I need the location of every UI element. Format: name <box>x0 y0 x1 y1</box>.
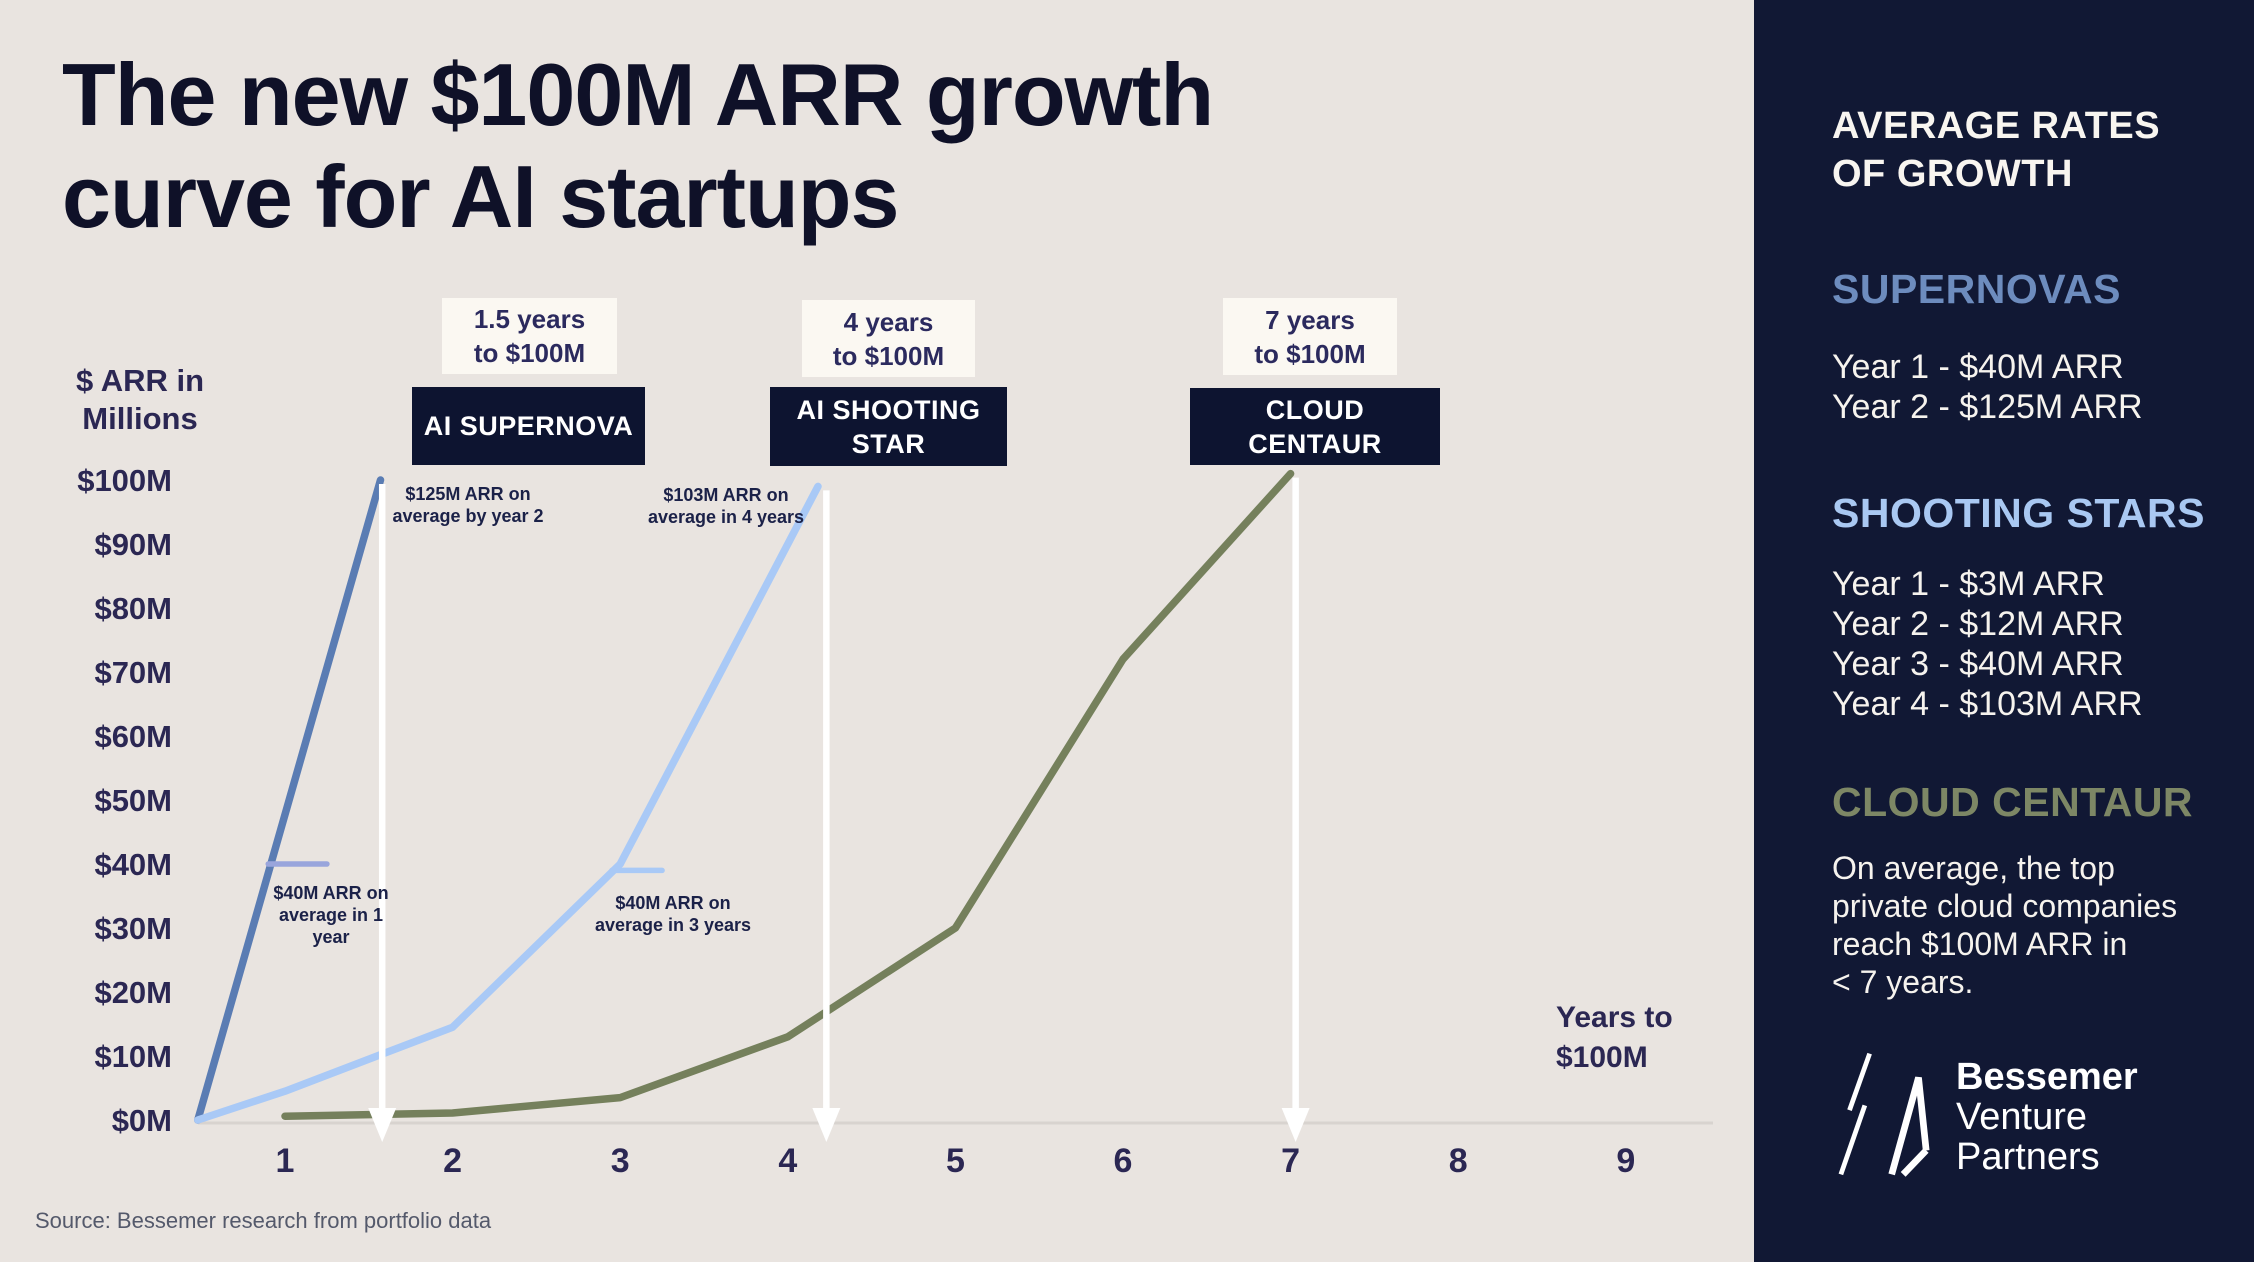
y-axis-tick-label: $70M <box>94 655 172 690</box>
annotation-supernova-year2: $125M ARR on average by year 2 <box>392 484 544 526</box>
y-axis-title: $ ARR in Millions <box>75 363 205 436</box>
x-axis-tick-label: 7 <box>1281 1142 1300 1180</box>
annotation-shooting-year3: $40M ARR on average in 3 years <box>594 893 752 935</box>
logo-line-2: Venture <box>1956 1095 2087 1138</box>
stat-line: Year 3 - $40M ARR <box>1832 645 2124 683</box>
y-axis-tick-label: $0M <box>112 1103 172 1138</box>
bessemer-logo-wordmark: Bessemer Venture Partners <box>1956 1057 2138 1177</box>
x-axis-tick-label: 3 <box>611 1142 630 1180</box>
cloud-centaur-name-callout: CLOUD CENTAUR <box>1190 388 1440 465</box>
section-title-shooting-stars: SHOOTING STARS <box>1832 490 2205 536</box>
x-axis-tick-label: 8 <box>1449 1142 1468 1180</box>
x-axis-tick-label: 5 <box>946 1142 965 1180</box>
cloud-centaur-time-callout: 7 years to $100M <box>1223 298 1397 375</box>
growth-chart-svg: $100M $90M $80M $70M $60M $50M $40M $30M $20M $10… <box>77 463 1713 1180</box>
supernova-time-callout: 1.5 years to $100M <box>442 298 617 374</box>
page-title: The new $100M ARR growth curve for AI st… <box>62 45 1214 246</box>
x-axis-tick-label: 2 <box>443 1142 462 1180</box>
supernovas-stats: Year 1 - $40M ARR Year 2 - $125M ARR <box>1832 347 2242 427</box>
series-line-ai-shooting-star <box>194 482 822 1124</box>
shooting-stars-stats: Year 1 - $3M ARR Year 2 - $12M ARR Year … <box>1832 564 2242 724</box>
y-axis-tick-label: $10M <box>94 1039 172 1074</box>
annotation-supernova-year1: $40M ARR on average in 1 year <box>273 883 389 947</box>
y-axis-tick-label: $80M <box>94 591 172 626</box>
y-axis-tick-label: $30M <box>94 911 172 946</box>
section-title-cloud-centaur: CLOUD CENTAUR <box>1832 779 2194 825</box>
drop-arrow-head <box>1281 1108 1310 1142</box>
bessemer-logo-icon <box>1838 1048 1930 1185</box>
panel-heading: AVERAGE RATES OF GROWTH <box>1832 105 2161 195</box>
average-rates-panel: AVERAGE RATES OF GROWTH SUPERNOVAS Year … <box>1754 0 2254 1262</box>
shooting-star-time-callout: 4 years to $100M <box>802 300 975 377</box>
annotation-shooting-year4: $103M ARR on average in 4 years <box>647 485 805 527</box>
y-axis-tick-label: $60M <box>94 719 172 754</box>
stat-line: Year 2 - $12M ARR <box>1832 605 2124 643</box>
x-axis-tick-label: 1 <box>276 1142 295 1180</box>
x-axis-tick-label: 6 <box>1114 1142 1133 1180</box>
x-axis-tick-label: 9 <box>1616 1142 1635 1180</box>
logo-line-3: Partners <box>1956 1135 2100 1178</box>
y-axis-tick-label: $100M <box>77 463 172 498</box>
source-attribution: Source: Bessemer research from portfolio… <box>35 1208 492 1233</box>
cloud-centaur-description: On average, the top private cloud compan… <box>1832 850 2178 1000</box>
x-axis-title: Years to $100M <box>1556 1001 1673 1074</box>
stat-line: Year 1 - $40M ARR <box>1832 348 2124 386</box>
shooting-star-name-callout: AI SHOOTING STAR <box>770 387 1007 466</box>
drop-arrow-head <box>368 1108 397 1142</box>
stat-line: Year 1 - $3M ARR <box>1832 565 2105 603</box>
y-axis-tick-label: $90M <box>94 527 172 562</box>
y-axis-tick-label: $50M <box>94 783 172 818</box>
series-line-ai-supernova <box>194 476 385 1124</box>
y-axis-tick-label: $40M <box>94 847 172 882</box>
stat-line: Year 4 - $103M ARR <box>1832 685 2143 723</box>
bessemer-logo: Bessemer Venture Partners <box>1838 1048 2138 1185</box>
x-axis-tick-label: 4 <box>778 1142 797 1180</box>
drop-arrow-head <box>812 1108 841 1142</box>
section-title-supernovas: SUPERNOVAS <box>1832 266 2122 312</box>
y-axis-tick-label: $20M <box>94 975 172 1010</box>
supernova-name-callout: AI SUPERNOVA <box>412 387 645 465</box>
logo-line-1: Bessemer <box>1956 1055 2138 1098</box>
stat-line: Year 2 - $125M ARR <box>1832 388 2143 426</box>
series-line-cloud-centaur <box>281 469 1295 1120</box>
